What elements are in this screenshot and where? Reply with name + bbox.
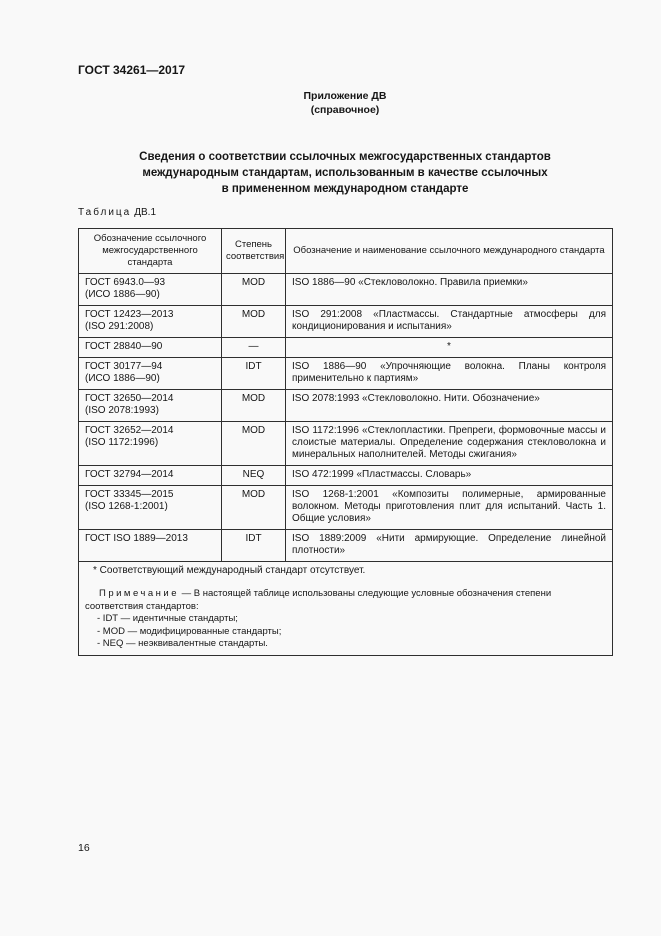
appendix-kind: (справочное) — [310, 104, 380, 116]
table-row: ГОСТ ISO 1889—2013 IDT ISO 1889:2009 «Нити… — [78, 529, 613, 562]
col-header-iso-designation: Обозначение и наименование ссылочного ме… — [285, 228, 613, 274]
standards-table-body: ГОСТ 6943.0—93 (ИСО 1886—90) MOD ISO 1886—… — [78, 273, 613, 562]
footnote-text: * Соответствующий международный стандарт… — [93, 565, 366, 576]
standard-number: ГОСТ 34261—2017 — [78, 63, 186, 77]
table-row: ГОСТ 6943.0—93 (ИСО 1886—90) MOD ISO 1886—… — [78, 273, 613, 306]
gost-designation-cell: ГОСТ 32652—2014 (ISO 1172:1996) — [78, 421, 222, 466]
note-item-mod: - MOD — модифицированные стандарты; — [97, 625, 282, 637]
gost-designation-cell: ГОСТ 32650—2014 (ISO 2078:1993) — [78, 389, 222, 422]
iso-designation-cell: ISO 2078:1993 «Стекловолокно. Нити. Обоз… — [285, 389, 613, 422]
table-row: ГОСТ 32650—2014 (ISO 2078:1993) MOD ISO 20… — [78, 389, 613, 422]
table-row: ГОСТ 30177—94 (ИСО 1886—90) IDT ISO 1886—9… — [78, 357, 613, 390]
appendix-label: Приложение ДВ — [303, 90, 387, 102]
correspondence-table: Обозначение ссылочного межгосударственно… — [78, 228, 613, 656]
footnote-row: * Соответствующий международный стандарт… — [78, 561, 613, 656]
iso-designation-cell: * — [285, 337, 613, 358]
table-row: ГОСТ 32794—2014 NEQ ISO 472:1999 «Пластмас… — [78, 465, 613, 486]
iso-designation-cell: ISO 1172:1996 «Стеклопластики. Препреги,… — [285, 421, 613, 466]
table-row: ГОСТ 33345—2015 (ISO 1268-1:2001) MOD ISO … — [78, 485, 613, 530]
degree-cell: MOD — [221, 273, 286, 306]
gost-designation-cell: ГОСТ 12423—2013 (ISO 291:2008) — [78, 305, 222, 338]
iso-designation-cell: ISO 1889:2009 «Нити армирующие. Определе… — [285, 529, 613, 562]
iso-designation-cell: ISO 1886—90 «Упрочняющие волокна. Планы … — [285, 357, 613, 390]
table-label-word: Таблица — [78, 207, 132, 218]
table-foot: * Соответствующий международный стандарт… — [78, 561, 613, 656]
col-header-gost-designation: Обозначение ссылочного межгосударственно… — [78, 228, 222, 274]
note-items: - IDT — идентичные стандарты; - MOD — мо… — [85, 613, 606, 651]
note-item-neq: - NEQ — неэквивалентные стандарты. — [97, 638, 268, 649]
degree-cell: IDT — [221, 357, 286, 390]
degree-cell: — — [221, 337, 286, 358]
table-label-number: ДВ.1 — [134, 207, 157, 218]
gost-designation-cell: ГОСТ 33345—2015 (ISO 1268-1:2001) — [78, 485, 222, 530]
iso-designation-cell: ISO 1268-1:2001 «Композиты полимерные, а… — [285, 485, 613, 530]
degree-cell: MOD — [221, 485, 286, 530]
iso-designation-cell: ISO 291:2008 «Пластмассы. Стандартные ат… — [285, 305, 613, 338]
iso-designation-cell: ISO 1886—90 «Стекловолокно. Правила прие… — [285, 273, 613, 306]
degree-cell: IDT — [221, 529, 286, 562]
table-header: Обозначение ссылочного межгосударственно… — [78, 228, 613, 274]
footnote-cell: * Соответствующий международный стандарт… — [78, 561, 613, 656]
table-label: Таблица ДВ.1 — [78, 207, 156, 218]
table-row: ГОСТ 32652—2014 (ISO 1172:1996) MOD ISO 11… — [78, 421, 613, 466]
table-row: ГОСТ 12423—2013 (ISO 291:2008) MOD ISO 291… — [78, 305, 613, 338]
iso-designation-cell: ISO 472:1999 «Пластмассы. Словарь» — [285, 465, 613, 486]
gost-designation-cell: ГОСТ 32794—2014 — [78, 465, 222, 486]
gost-designation-cell: ГОСТ 6943.0—93 (ИСО 1886—90) — [78, 273, 222, 306]
gost-designation-cell: ГОСТ ISO 1889—2013 — [78, 529, 222, 562]
degree-cell: MOD — [221, 305, 286, 338]
appendix-header: Приложение ДВ (справочное) — [78, 89, 612, 117]
page-number: 16 — [78, 842, 90, 854]
table-row: ГОСТ 28840—90— * — [78, 337, 613, 358]
note-body: — В настоящей таблице использованы следу… — [85, 588, 552, 612]
gost-designation-cell: ГОСТ 28840—90 — [78, 337, 222, 358]
header-row: Обозначение ссылочного межгосударственно… — [78, 228, 613, 274]
degree-cell: NEQ — [221, 465, 286, 486]
degree-cell: MOD — [221, 421, 286, 466]
gost-designation-cell: ГОСТ 30177—94 (ИСО 1886—90) — [78, 357, 222, 390]
appendix-title: Сведения о соответствии ссылочных межгос… — [139, 151, 551, 195]
note-label: Примечание — [99, 588, 179, 599]
col-header-degree: Степень соответствия — [221, 228, 286, 274]
degree-cell: MOD — [221, 389, 286, 422]
note-item-idt: - IDT — идентичные стандарты; — [97, 613, 238, 624]
note-paragraph: Примечание — В настоящей таблице использ… — [85, 588, 606, 613]
